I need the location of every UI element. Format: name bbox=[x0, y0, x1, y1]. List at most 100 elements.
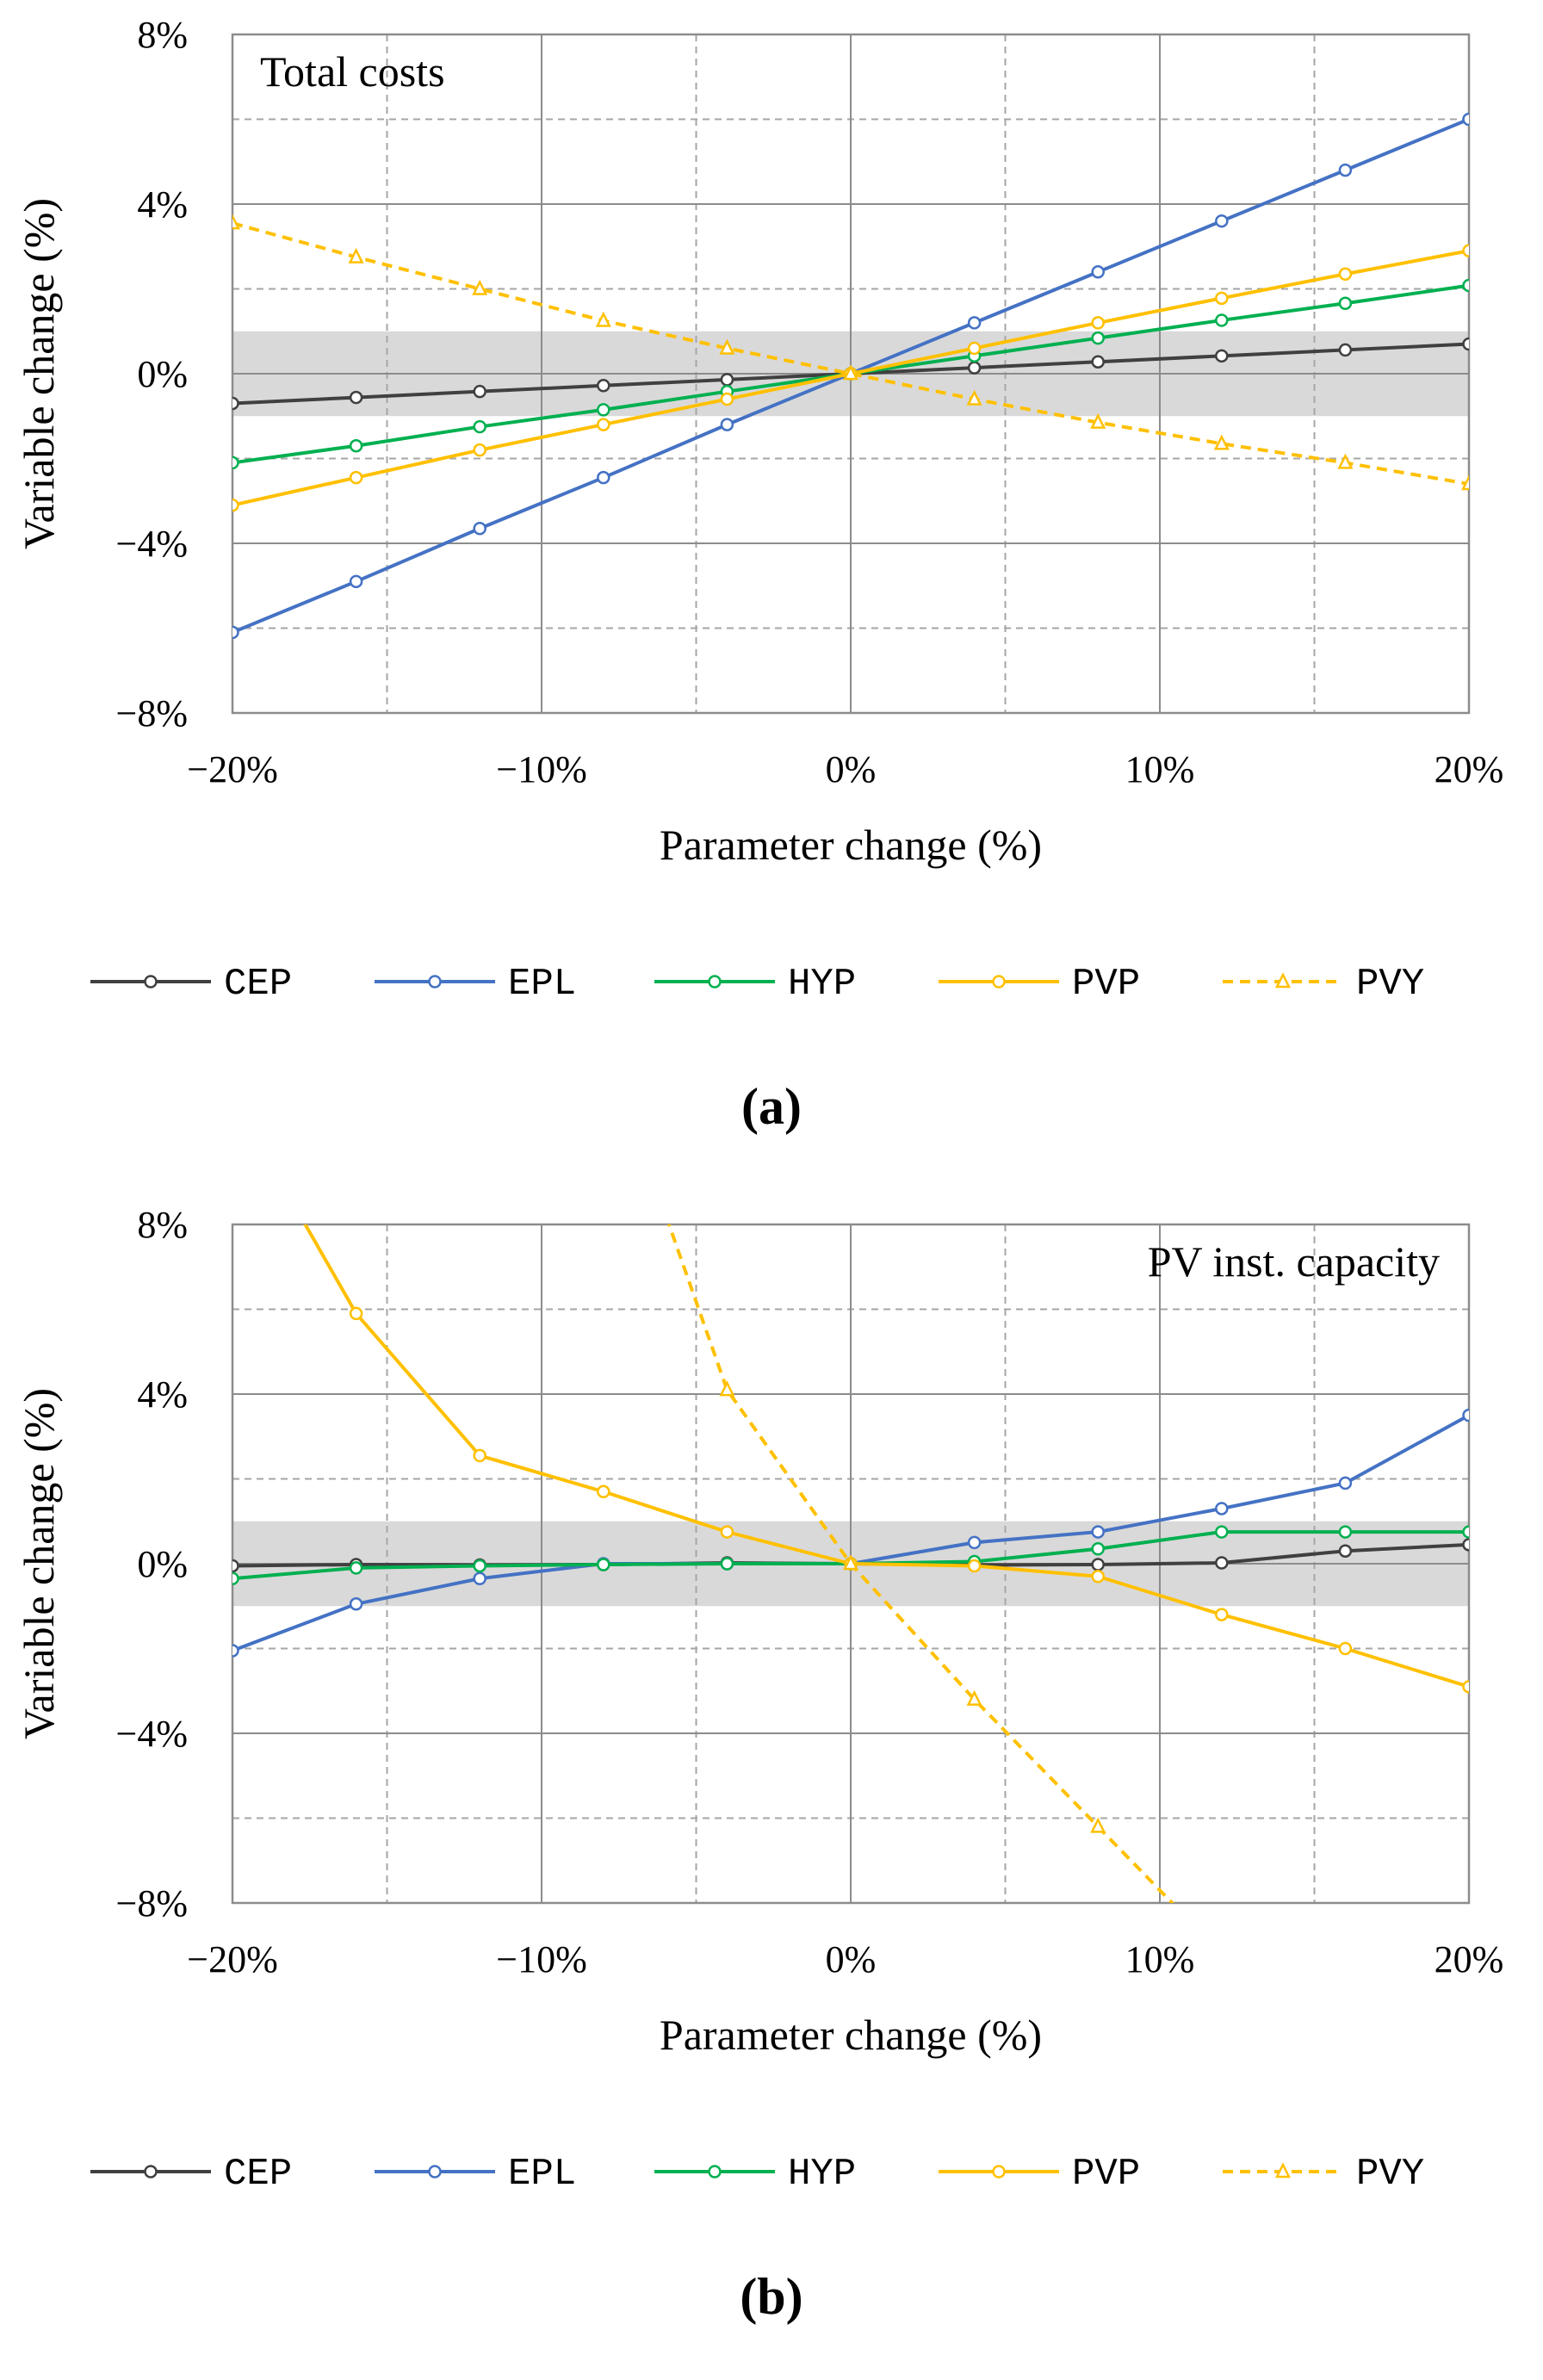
data-point-hyp bbox=[1091, 1542, 1105, 1556]
data-point-hyp bbox=[1338, 296, 1353, 310]
legend-marker-cep bbox=[144, 975, 158, 989]
data-point-pvy bbox=[719, 1380, 735, 1397]
data-point-pvy bbox=[966, 389, 982, 406]
data-point-pvy bbox=[595, 311, 611, 327]
x-tick-label: 20% bbox=[1435, 1938, 1504, 1980]
legend-label-hyp: HYP bbox=[788, 963, 856, 1006]
data-point-hyp bbox=[1215, 1525, 1229, 1539]
legend-label-pvp: PVP bbox=[1072, 963, 1140, 1006]
data-point-epl bbox=[349, 1597, 363, 1611]
data-point-pvp bbox=[1091, 1570, 1105, 1584]
x-tick-label: −20% bbox=[187, 1938, 277, 1980]
data-point-epl bbox=[1462, 1408, 1469, 1422]
x-tick-label: −10% bbox=[496, 748, 586, 790]
series-group bbox=[232, 1224, 1469, 1903]
chart-a: 8% 4% 0% −4% −8% −20% −10% 0% 10% 20% Parameter ch… bbox=[15, 14, 1504, 1135]
legend-marker-pvp bbox=[992, 2165, 1006, 2179]
x-axis-title: Parameter change (%) bbox=[660, 2011, 1042, 2059]
x-tick-label: 10% bbox=[1125, 1938, 1195, 1980]
legend-label-epl: EPL bbox=[508, 963, 576, 1006]
data-point-cep bbox=[473, 384, 486, 399]
legend-marker-pvp bbox=[992, 975, 1006, 989]
data-point-cep bbox=[1338, 343, 1353, 357]
data-point-pvy bbox=[1090, 412, 1106, 429]
legend-label-pvp: PVP bbox=[1072, 2153, 1140, 2196]
data-point-epl bbox=[967, 316, 982, 330]
data-point-epl bbox=[967, 1535, 982, 1550]
x-tick-label: −20% bbox=[187, 748, 277, 790]
data-point-pvp bbox=[349, 1306, 363, 1321]
legend-marker-hyp bbox=[708, 975, 722, 989]
y-axis-title: Variable change (%) bbox=[15, 1388, 63, 1739]
chart-title: PV inst. capacity bbox=[1148, 1237, 1440, 1286]
data-point-pvy bbox=[1213, 434, 1230, 450]
y-axis-title: Variable change (%) bbox=[15, 198, 63, 549]
y-tick-label: −8% bbox=[116, 692, 188, 734]
data-point-hyp bbox=[597, 403, 610, 417]
data-point-epl bbox=[1091, 1525, 1105, 1539]
data-point-hyp bbox=[473, 419, 486, 434]
panel-a: 8% 4% 0% −4% −8% −20% −10% 0% 10% 20% Parameter ch… bbox=[15, 14, 1504, 1135]
series-line-pvy bbox=[666, 1224, 1175, 1903]
data-point-pvp bbox=[720, 392, 734, 406]
legend-marker-hyp bbox=[708, 2165, 722, 2179]
data-point-pvp bbox=[1091, 316, 1105, 330]
data-point-pvp bbox=[597, 1484, 610, 1499]
data-point-cep bbox=[967, 361, 982, 375]
data-point-hyp bbox=[1462, 1525, 1469, 1539]
legend-label-hyp: HYP bbox=[788, 2153, 856, 2196]
data-point-hyp bbox=[720, 1557, 734, 1571]
data-point-cep bbox=[1462, 1538, 1469, 1552]
data-point-hyp bbox=[232, 456, 239, 470]
data-point-epl bbox=[473, 1571, 486, 1585]
series-group bbox=[232, 112, 1469, 640]
data-point-epl bbox=[1215, 214, 1229, 228]
x-tick-label: 0% bbox=[826, 1938, 877, 1980]
data-point-pvy bbox=[1337, 453, 1354, 469]
data-point-cep bbox=[1215, 1556, 1229, 1570]
legend-label-pvy: PVY bbox=[1356, 2153, 1424, 2196]
data-point-hyp bbox=[232, 1571, 239, 1585]
data-point-cep bbox=[1091, 355, 1105, 369]
legend-label-cep: CEP bbox=[224, 963, 292, 1006]
data-point-epl bbox=[1091, 265, 1105, 279]
x-tick-label: 10% bbox=[1125, 748, 1195, 790]
series-line-pvy bbox=[232, 221, 1469, 487]
data-point-cep bbox=[232, 1559, 239, 1573]
data-point-cep bbox=[1462, 337, 1469, 351]
data-point-epl bbox=[1338, 1476, 1353, 1491]
data-point-hyp bbox=[1462, 278, 1469, 293]
data-point-pvp bbox=[1338, 1641, 1353, 1656]
data-point-pvp bbox=[349, 470, 363, 485]
plot-frame bbox=[231, 33, 1471, 715]
legend-marker-epl bbox=[428, 2165, 442, 2179]
y-tick-label: 4% bbox=[137, 1373, 188, 1416]
legend-marker-pvy bbox=[1274, 2162, 1292, 2179]
data-point-pvp bbox=[1462, 244, 1469, 257]
y-tick-label: −8% bbox=[116, 1882, 188, 1924]
y-tick-label: 0% bbox=[137, 1543, 188, 1585]
data-point-pvp bbox=[232, 498, 239, 512]
data-point-epl bbox=[720, 418, 734, 431]
data-point-cep bbox=[1338, 1544, 1353, 1558]
data-point-hyp bbox=[1091, 331, 1105, 345]
data-point-epl bbox=[1462, 112, 1469, 127]
data-point-hyp bbox=[349, 1561, 363, 1575]
data-point-pvy bbox=[232, 214, 241, 230]
data-point-pvp bbox=[473, 1448, 486, 1463]
y-tick-label: 4% bbox=[137, 183, 188, 226]
panel-caption: (b) bbox=[740, 2268, 802, 2325]
legend-marker-pvy bbox=[1274, 972, 1292, 989]
data-point-pvy bbox=[1090, 1817, 1106, 1833]
data-point-cep bbox=[232, 396, 239, 411]
data-point-pvp bbox=[1462, 1680, 1469, 1694]
x-tick-label: 20% bbox=[1435, 748, 1504, 790]
chart-b: 8% 4% 0% −4% −8% −20% −10% 0% 10% 20% Parameter ch… bbox=[15, 1204, 1504, 2325]
data-point-hyp bbox=[1215, 313, 1229, 327]
legend-marker-cep bbox=[144, 2165, 158, 2179]
data-point-epl bbox=[597, 470, 610, 485]
data-point-pvy bbox=[348, 247, 364, 263]
data-point-cep bbox=[1215, 349, 1229, 363]
panel-caption: (a) bbox=[741, 1078, 802, 1135]
data-point-pvp bbox=[967, 341, 982, 356]
